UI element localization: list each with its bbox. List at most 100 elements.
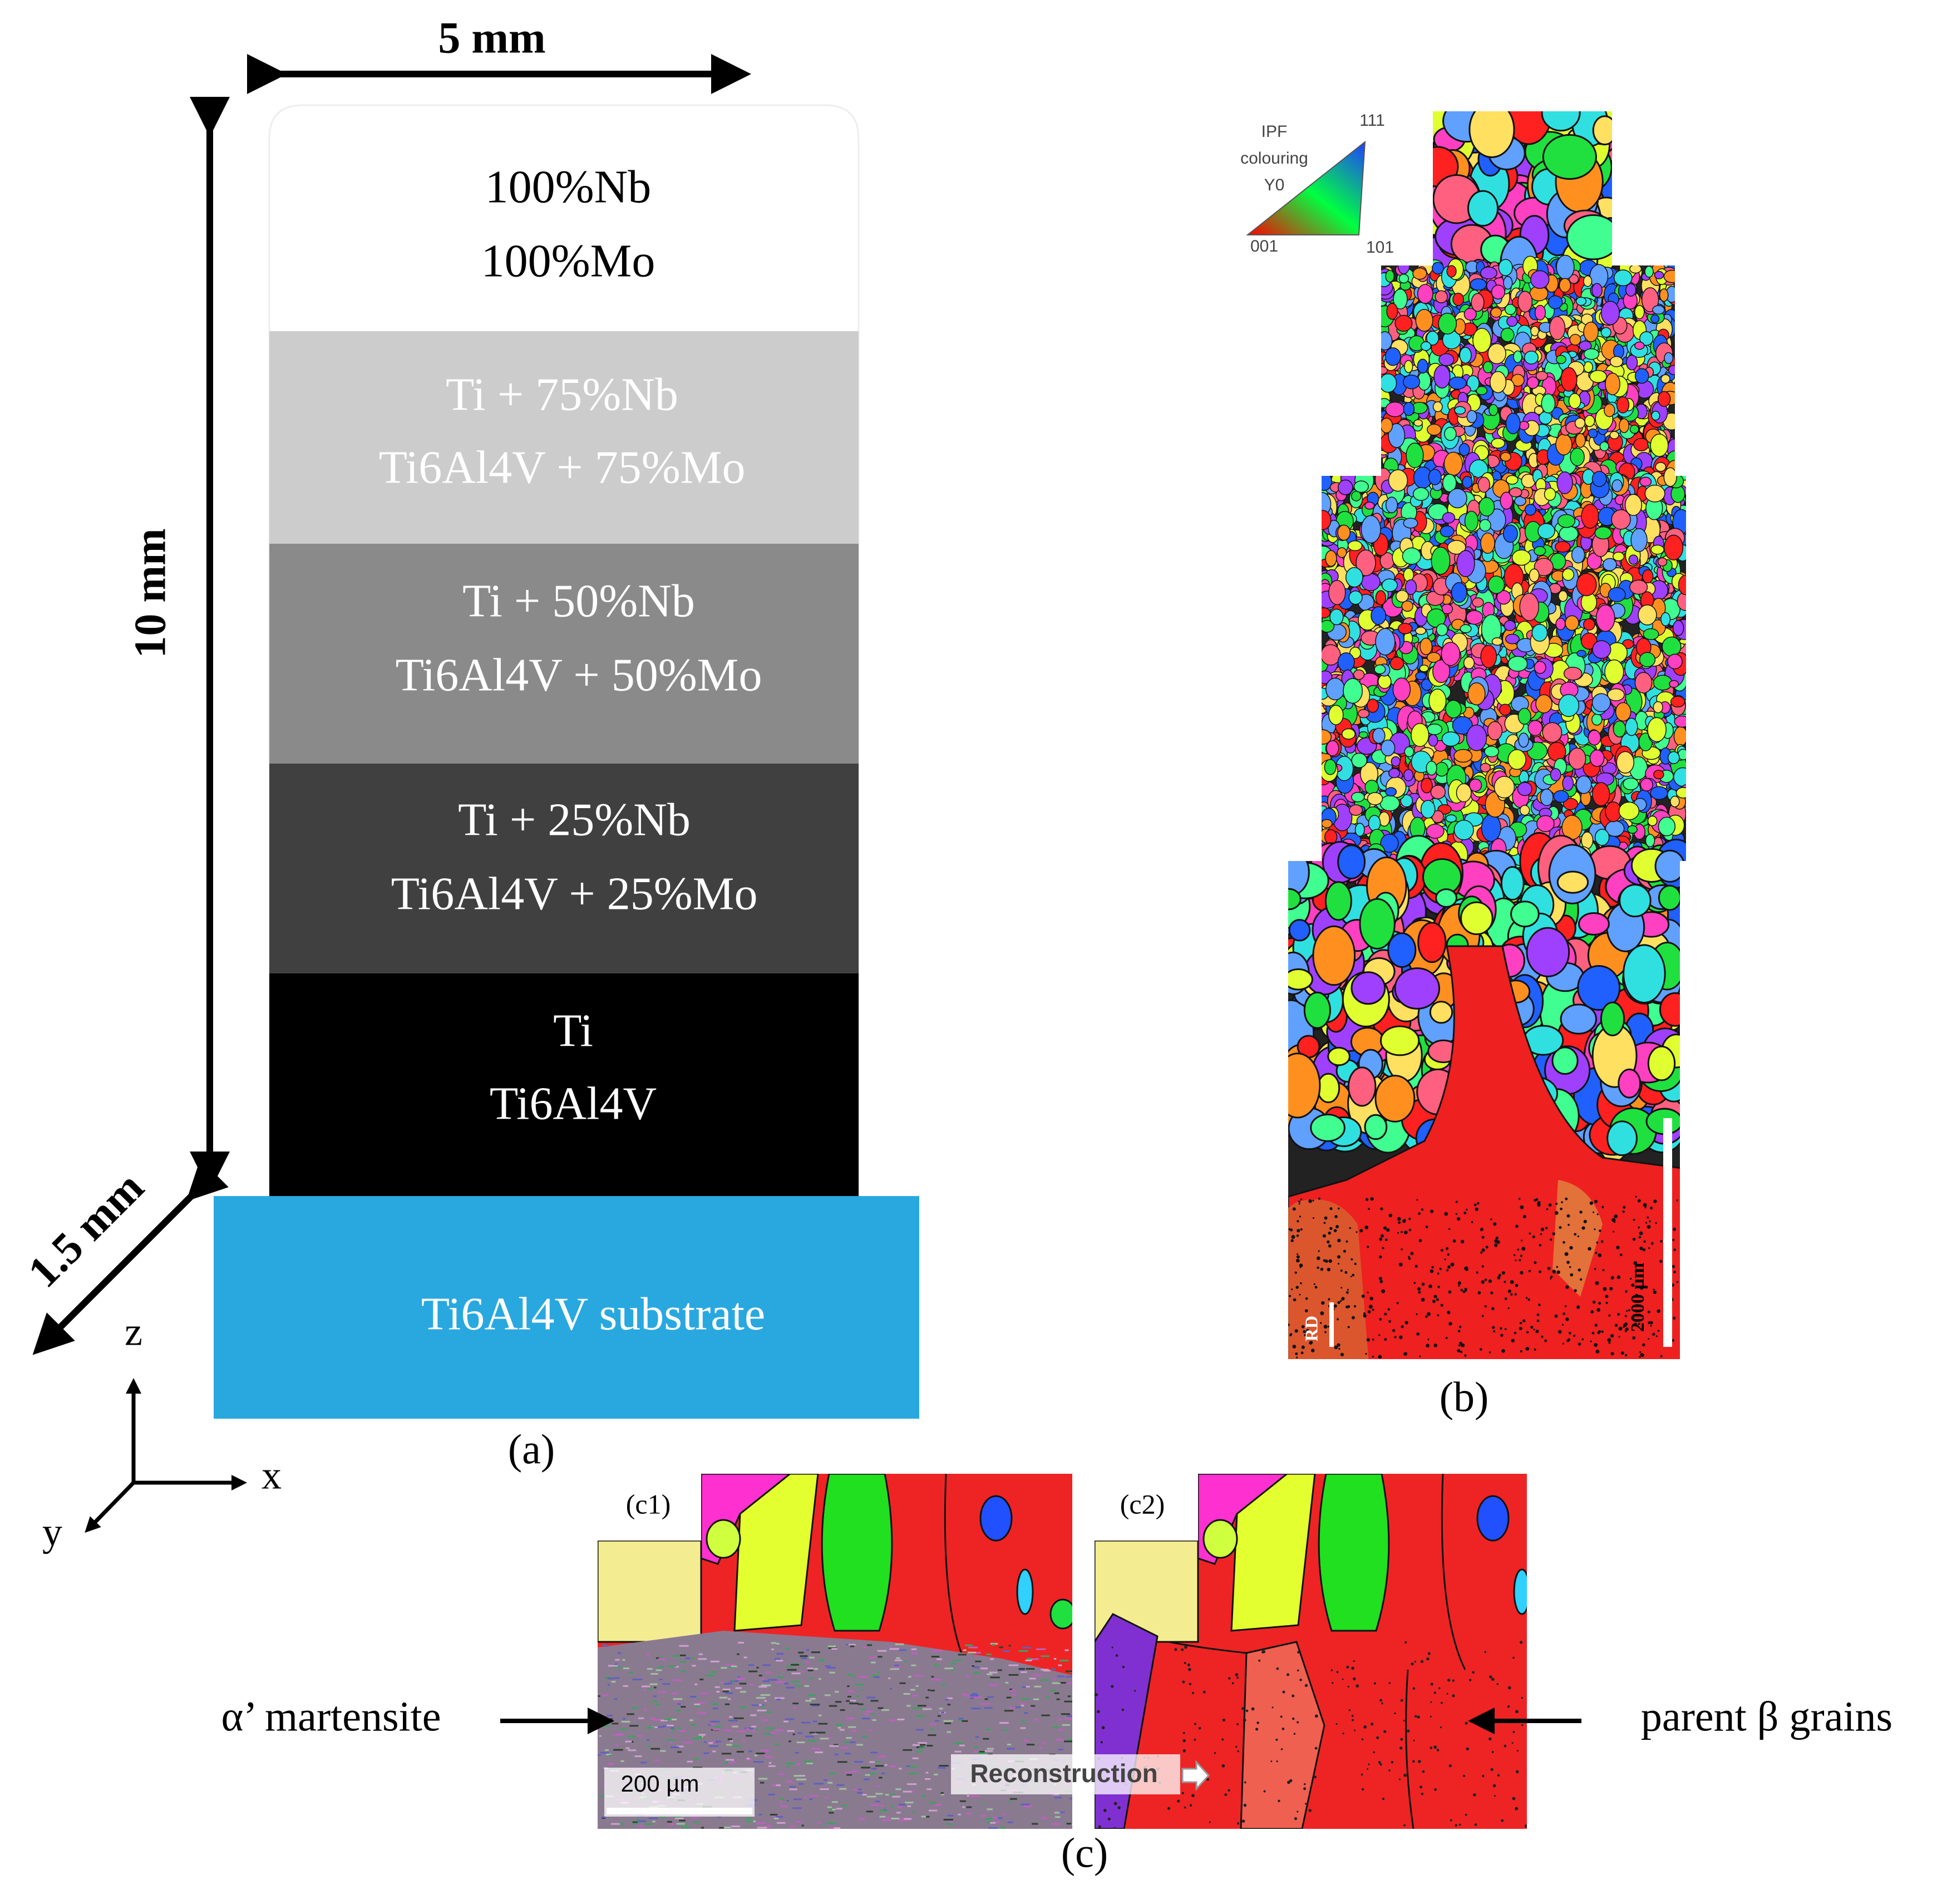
- grain: [1438, 353, 1455, 366]
- layer-text: Ti6Al4V + 50%Mo: [396, 649, 762, 701]
- speck: [1448, 1290, 1452, 1294]
- grain: [1348, 590, 1363, 605]
- grain: [1404, 746, 1414, 757]
- grain: [1669, 680, 1679, 688]
- layer-text: Ti + 50%Nb: [462, 575, 695, 627]
- grain: [1612, 552, 1625, 562]
- speck: [1370, 1197, 1374, 1201]
- grain: [1583, 321, 1599, 342]
- grain: [1652, 305, 1665, 315]
- speck: [1299, 1293, 1301, 1296]
- speck: [1298, 1200, 1301, 1203]
- grain: [1535, 694, 1552, 714]
- grain: [1556, 471, 1573, 494]
- speck: [1673, 1248, 1676, 1251]
- speck: [1403, 1352, 1407, 1356]
- grain: [1388, 469, 1408, 492]
- layer-text: Ti: [553, 1005, 593, 1056]
- speck: [1520, 1350, 1522, 1353]
- layer-text: Ti6Al4V + 75%Mo: [379, 441, 746, 493]
- grain: [1403, 375, 1421, 390]
- grain: [1480, 266, 1497, 279]
- grain: [1316, 472, 1333, 491]
- grain: [1432, 262, 1444, 275]
- speck: [1591, 1331, 1595, 1335]
- speck: [1351, 1316, 1356, 1320]
- grain: [1529, 568, 1540, 583]
- grain: [1562, 775, 1574, 791]
- speck: [1480, 1251, 1483, 1254]
- grain: [1325, 677, 1345, 701]
- grain: [1616, 396, 1630, 414]
- grain: [1337, 844, 1366, 879]
- grain: [1367, 698, 1379, 713]
- speck: [1538, 1303, 1541, 1306]
- grain: [1397, 257, 1410, 274]
- speck: [1318, 1197, 1320, 1200]
- grain: [1288, 968, 1313, 991]
- grain: [1445, 700, 1462, 719]
- speck: [1535, 1198, 1539, 1201]
- speck: [1540, 1227, 1545, 1232]
- grain: [1570, 447, 1585, 466]
- grain: [1381, 739, 1396, 757]
- speck: [1347, 1326, 1350, 1329]
- speck: [1436, 1298, 1439, 1301]
- grain: [1653, 701, 1663, 714]
- grain: [1463, 656, 1475, 670]
- grain: [1659, 288, 1669, 302]
- speck: [1494, 1239, 1499, 1243]
- grain: [1427, 724, 1443, 735]
- grain: [1404, 360, 1413, 373]
- speck: [1536, 1313, 1540, 1316]
- speck: [1481, 1265, 1484, 1268]
- grain: [1417, 922, 1447, 963]
- grain: [1560, 367, 1578, 392]
- grain: [1556, 870, 1589, 894]
- speck: [1547, 1267, 1551, 1270]
- grain: [1478, 497, 1495, 516]
- speck: [1498, 1273, 1501, 1277]
- grain: [1536, 815, 1555, 832]
- grain: [1518, 732, 1529, 748]
- speck: [1638, 1236, 1642, 1239]
- speck: [1446, 1247, 1449, 1251]
- speck: [1554, 1211, 1559, 1215]
- grain: [1650, 544, 1664, 555]
- grain: [1555, 617, 1566, 631]
- speck: [1289, 1295, 1292, 1297]
- speck: [1573, 1335, 1576, 1337]
- speck: [1323, 1222, 1326, 1224]
- grain: [1317, 607, 1331, 619]
- speck: [1521, 1247, 1526, 1251]
- grain: [1507, 749, 1526, 770]
- ebsd-map: [1288, 111, 1686, 1359]
- speck: [1437, 1286, 1440, 1288]
- speck: [1328, 1298, 1330, 1301]
- grain: [1549, 316, 1566, 341]
- layer-50: [269, 544, 859, 764]
- grain: [1372, 727, 1386, 744]
- grain: [1288, 888, 1302, 911]
- grain: [1557, 514, 1576, 528]
- caption-a: (a): [508, 1426, 555, 1473]
- grain: [1441, 731, 1461, 747]
- speck: [1673, 1271, 1677, 1274]
- grain: [1460, 901, 1494, 936]
- grain: [1571, 546, 1585, 564]
- speck: [1439, 1267, 1442, 1270]
- speck: [1610, 1276, 1614, 1280]
- speck: [1365, 1352, 1367, 1355]
- grain: [1358, 709, 1370, 719]
- speck: [1525, 1346, 1530, 1351]
- grain: [1324, 759, 1337, 775]
- grain: [1576, 775, 1592, 794]
- grain: [1507, 656, 1528, 672]
- grain: [1420, 637, 1433, 656]
- grain: [1467, 190, 1499, 227]
- speck: [1592, 1211, 1595, 1213]
- width-label: 5 mm: [438, 13, 545, 62]
- speck: [1459, 1341, 1462, 1345]
- grain: [1589, 370, 1607, 383]
- grain: [1640, 778, 1653, 791]
